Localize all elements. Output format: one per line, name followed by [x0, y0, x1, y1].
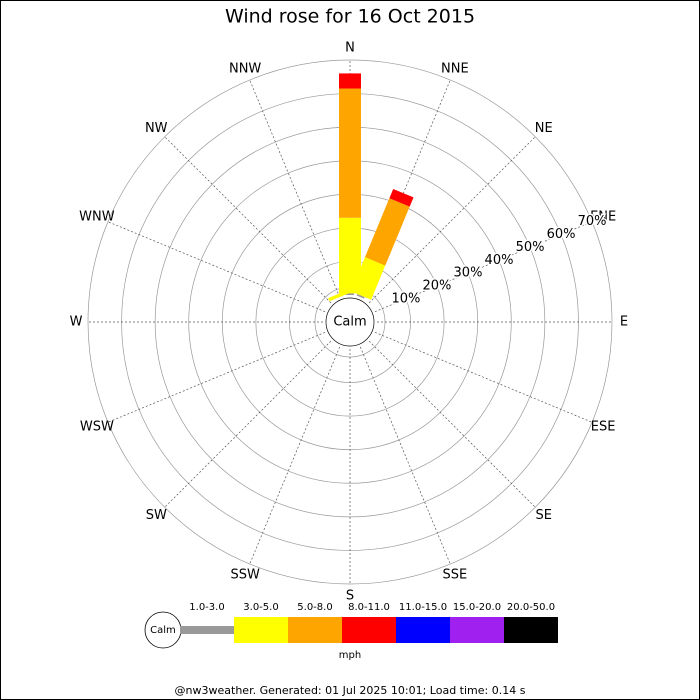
- legend-swatch: [450, 617, 504, 643]
- chart-title: Wind rose for 16 Oct 2015: [225, 6, 475, 28]
- ring-label: 30%: [454, 266, 483, 281]
- direction-label: NNE: [441, 61, 469, 76]
- legend: Calm 1.0-3.0 3.0-5.0 5.0-8.0 8.0-11.0 11.0-15…: [144, 602, 558, 661]
- direction-label: WNW: [79, 210, 115, 225]
- bar-segment: [350, 257, 386, 300]
- legend-label: 20.0-50.0: [507, 602, 555, 613]
- ring-label: 50%: [516, 240, 545, 255]
- spoke: [368, 136, 536, 304]
- legend-label: 1.0-3.0: [189, 602, 224, 613]
- rose: N NNE NE ENE E ESE SE SSE S SSW SW WSW W WNW NW NNW 10%2…: [70, 41, 629, 604]
- legend-label: 3.0-5.0: [243, 602, 278, 613]
- spoke: [360, 346, 451, 565]
- ring-label: 60%: [547, 227, 576, 242]
- legend-swatch: [342, 617, 396, 643]
- spoke: [249, 346, 340, 565]
- direction-label: S: [346, 589, 354, 604]
- direction-label: SE: [536, 508, 552, 523]
- ring-label: 20%: [423, 278, 452, 293]
- ring-label: 40%: [485, 253, 514, 268]
- direction-label: SSW: [230, 568, 260, 583]
- direction-label: N: [345, 41, 355, 56]
- footer: @nw3weather. Generated: 01 Jul 2025 10:0…: [175, 684, 526, 697]
- direction-label: SW: [146, 508, 167, 523]
- spoke: [368, 340, 536, 508]
- legend-swatch: [288, 617, 342, 643]
- bar-segment: [339, 88, 361, 218]
- legend-label: 15.0-20.0: [453, 602, 501, 613]
- spoke: [360, 79, 451, 298]
- legend-swatch: [504, 617, 558, 643]
- spoke: [164, 136, 332, 304]
- spoke: [107, 221, 326, 312]
- calm-label: Calm: [333, 315, 366, 330]
- direction-label: W: [70, 315, 83, 330]
- spoke: [374, 221, 593, 312]
- ring-label: 10%: [392, 291, 421, 306]
- ring: [87, 59, 613, 585]
- calm-circle: [325, 297, 375, 347]
- legend-swatch: [396, 617, 450, 643]
- legend-label: 8.0-11.0: [348, 602, 390, 613]
- direction-label: NW: [145, 121, 168, 136]
- direction-label: NNW: [229, 61, 261, 76]
- legend-swatch: [180, 626, 234, 634]
- spoke: [107, 332, 326, 423]
- spoke: [164, 340, 332, 508]
- bar-segment: [356, 293, 365, 299]
- direction-label: ENE: [590, 210, 616, 225]
- bar-segment: [346, 293, 354, 295]
- ring-label: 70%: [578, 214, 607, 229]
- direction-label: NE: [535, 121, 553, 136]
- legend-label: 11.0-15.0: [399, 602, 447, 613]
- legend-label: 5.0-8.0: [297, 602, 332, 613]
- direction-label: SSE: [442, 568, 467, 583]
- bar-segment: [339, 73, 361, 89]
- spoke: [249, 79, 340, 298]
- spoke: [374, 332, 593, 423]
- bar-segment: [364, 198, 410, 266]
- direction-label: WSW: [80, 419, 114, 434]
- direction-label: ESE: [591, 419, 616, 434]
- legend-unit: mph: [339, 650, 361, 661]
- bar-segment: [328, 289, 350, 302]
- bar-segment: [389, 188, 414, 207]
- legend-swatch: [234, 617, 288, 643]
- direction-label: E: [620, 315, 628, 330]
- legend-calm-label: Calm: [150, 625, 176, 636]
- bar-segment: [339, 217, 361, 294]
